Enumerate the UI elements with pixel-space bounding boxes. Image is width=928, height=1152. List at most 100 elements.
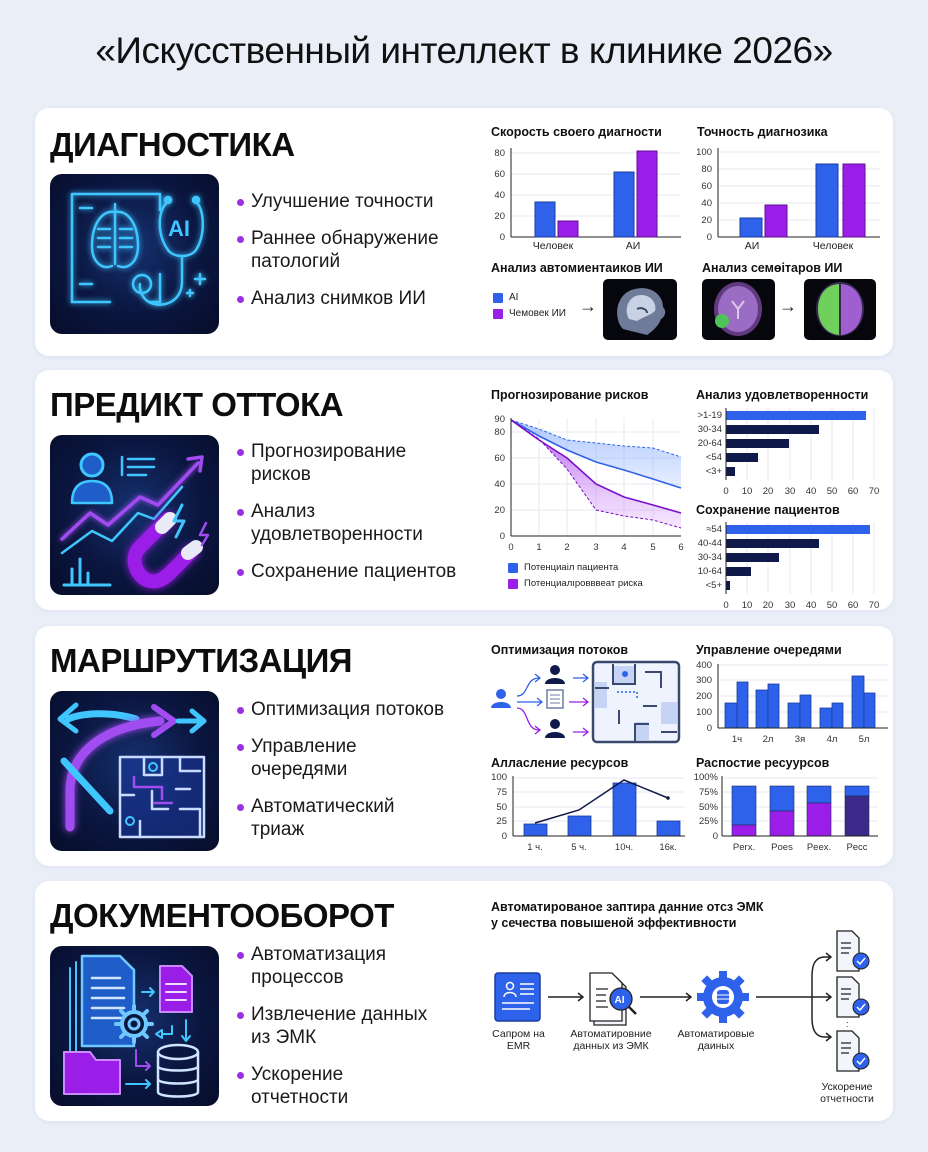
mri-segmented-image (804, 279, 876, 340)
svg-text:30-34: 30-34 (698, 424, 722, 435)
bar-line-chart-resources: 0 25 50 75 100 1 ч. 5 ч. 10ч. 16к. (485, 772, 695, 861)
svg-text:40-44: 40-44 (698, 538, 722, 549)
lungs-stethoscope-ai-icon: AI (50, 174, 219, 334)
bar-chart-diag-speed: 0 20 40 60 80 (483, 148, 683, 253)
legend: Потенциаіл пациента Потенциалıровввеат р… (508, 562, 643, 594)
bullet-item: Автоматизация процессов (235, 943, 427, 989)
section-heading: ДИАГНОСТИКА (50, 126, 295, 163)
mri-axial-image (702, 279, 775, 340)
svg-text:60: 60 (494, 169, 505, 180)
legend-swatch-patient (508, 562, 518, 573)
chart-title: Сохранение пациентов (696, 503, 840, 517)
svg-text:5: 5 (650, 542, 655, 553)
svg-text:<5+: <5+ (706, 580, 723, 591)
bullet-item: Анализ снимков ИИ (235, 287, 439, 310)
svg-text:80: 80 (494, 427, 505, 438)
svg-text:50%: 50% (699, 802, 719, 813)
svg-text:30-34: 30-34 (698, 552, 722, 563)
svg-text:2: 2 (564, 542, 569, 553)
svg-text:Perx.: Perx. (733, 842, 755, 853)
chart-title: Анализ удовлетворенности (696, 388, 869, 402)
svg-text::: : (846, 1019, 849, 1029)
svg-text:0: 0 (707, 723, 712, 734)
chart-title: Скорость своего диагности (491, 125, 662, 139)
svg-text:0: 0 (500, 531, 505, 542)
chart-title: Оптимизация потоков (491, 643, 629, 657)
svg-text:20: 20 (494, 505, 505, 516)
arrow-icon: → (779, 296, 797, 316)
emr-flow-diagram: AI (490, 930, 890, 1116)
svg-text:70: 70 (869, 600, 880, 611)
bullet-list: Автоматизация процессов Извлечение данных… (235, 943, 427, 1123)
legend-swatch-ai (493, 292, 503, 303)
svg-text:20: 20 (763, 600, 774, 611)
svg-text:3я: 3я (795, 734, 805, 745)
svg-text:1 ч.: 1 ч. (527, 842, 543, 853)
hbar-chart-retention: ≈54 40-44 30-34 10-64 <5+ 0 10 20 30 40 50 60 70 (690, 522, 890, 617)
routing-arrows-floorplan-icon (50, 691, 219, 851)
svg-text:16к.: 16к. (659, 842, 676, 853)
flow-title-line1: Автоматированое заптира данние отсз ЭМК (491, 900, 764, 914)
semantic-title: Анализ семөітаров ИИ (702, 261, 843, 275)
verified-documents-icon: : (836, 930, 870, 1072)
svg-text:20: 20 (701, 215, 712, 226)
svg-text:100: 100 (696, 147, 712, 158)
bullet-list: Прогнозирование рисков Анализ удовлетворен… (235, 440, 456, 597)
svg-text:10-64: 10-64 (698, 566, 722, 577)
gear-database-icon (697, 971, 749, 1023)
svg-text:100: 100 (491, 772, 507, 783)
svg-text:40: 40 (701, 198, 712, 209)
x-tick: АИ (625, 240, 641, 252)
svg-text:90: 90 (494, 414, 505, 425)
svg-text:25%: 25% (699, 816, 719, 827)
documents-gear-database-icon (50, 946, 219, 1106)
svg-text:200: 200 (696, 691, 712, 702)
flow-title-line2: у сечества повышеной эффективности (491, 916, 737, 930)
svg-text:0: 0 (500, 232, 505, 243)
svg-text:30: 30 (785, 486, 796, 497)
x-tick: Человек (812, 240, 854, 252)
section-churn: ПРЕДИКТ ОТТОКА Прогнозирование рисков Ана… (35, 370, 893, 611)
emr-card-icon (494, 972, 541, 1022)
svg-text:300: 300 (696, 675, 712, 686)
patient-flow-diagram (485, 660, 685, 749)
section-heading: ДОКУМЕНТООБОРОТ (50, 897, 394, 934)
svg-text:100%: 100% (694, 772, 719, 783)
bar-chart-queues: 0 100 200 300 400 1ч 2л 3я 4л 5л (690, 660, 890, 759)
chart-title: Управление очередями (696, 643, 842, 657)
svg-text:75: 75 (496, 787, 507, 798)
flow-step-label: Автоматировние данных из ЭМК (570, 1028, 652, 1052)
svg-text:2л: 2л (763, 734, 774, 745)
mri-sagittal-image (603, 279, 677, 340)
section-heading: МАРШРУТИЗАЦИЯ (50, 642, 353, 679)
arrow-icon: → (579, 296, 597, 316)
svg-text:AI: AI (168, 216, 190, 241)
svg-text:100: 100 (696, 707, 712, 718)
flow-step-label: Автоматировые даиных (677, 1028, 755, 1052)
svg-text:1ч: 1ч (732, 734, 742, 745)
svg-text:0: 0 (723, 486, 728, 497)
flow-step-label: Ускорение отчетности (820, 1081, 874, 1105)
svg-text:50: 50 (496, 802, 507, 813)
svg-text:40: 40 (494, 479, 505, 490)
svg-text:40: 40 (806, 600, 817, 611)
legend: AI Чемовек ИИ (493, 292, 566, 324)
legend-swatch-human (493, 308, 503, 319)
page-title: «Искусственный интеллект в клинике 2026» (95, 30, 833, 71)
svg-text:0: 0 (502, 831, 507, 842)
svg-text:20: 20 (763, 486, 774, 497)
svg-text:Pecc: Pecc (846, 842, 867, 853)
bullet-item: Ускорение отчетности (235, 1063, 427, 1109)
svg-text:Poes: Poes (771, 842, 793, 853)
x-tick: Человек (532, 240, 574, 252)
svg-text:20-64: 20-64 (698, 438, 722, 449)
svg-text:25: 25 (496, 816, 507, 827)
bar-chart-diag-accuracy: 0 20 40 60 80 100 (690, 147, 890, 253)
bullet-item: Сохранение пациентов (235, 560, 456, 583)
hbar-chart-satisfaction: >1-19 30-34 20-64 <54 <3+ 0 10 20 30 40 50 60 70 (690, 408, 890, 503)
x-tick: АИ (744, 240, 760, 252)
legend-swatch-risk (508, 578, 518, 589)
svg-text:4: 4 (621, 542, 626, 553)
section-documents: ДОКУМЕНТООБОРОТ (35, 881, 893, 1121)
chart-title: Точность диагнозика (697, 125, 828, 139)
